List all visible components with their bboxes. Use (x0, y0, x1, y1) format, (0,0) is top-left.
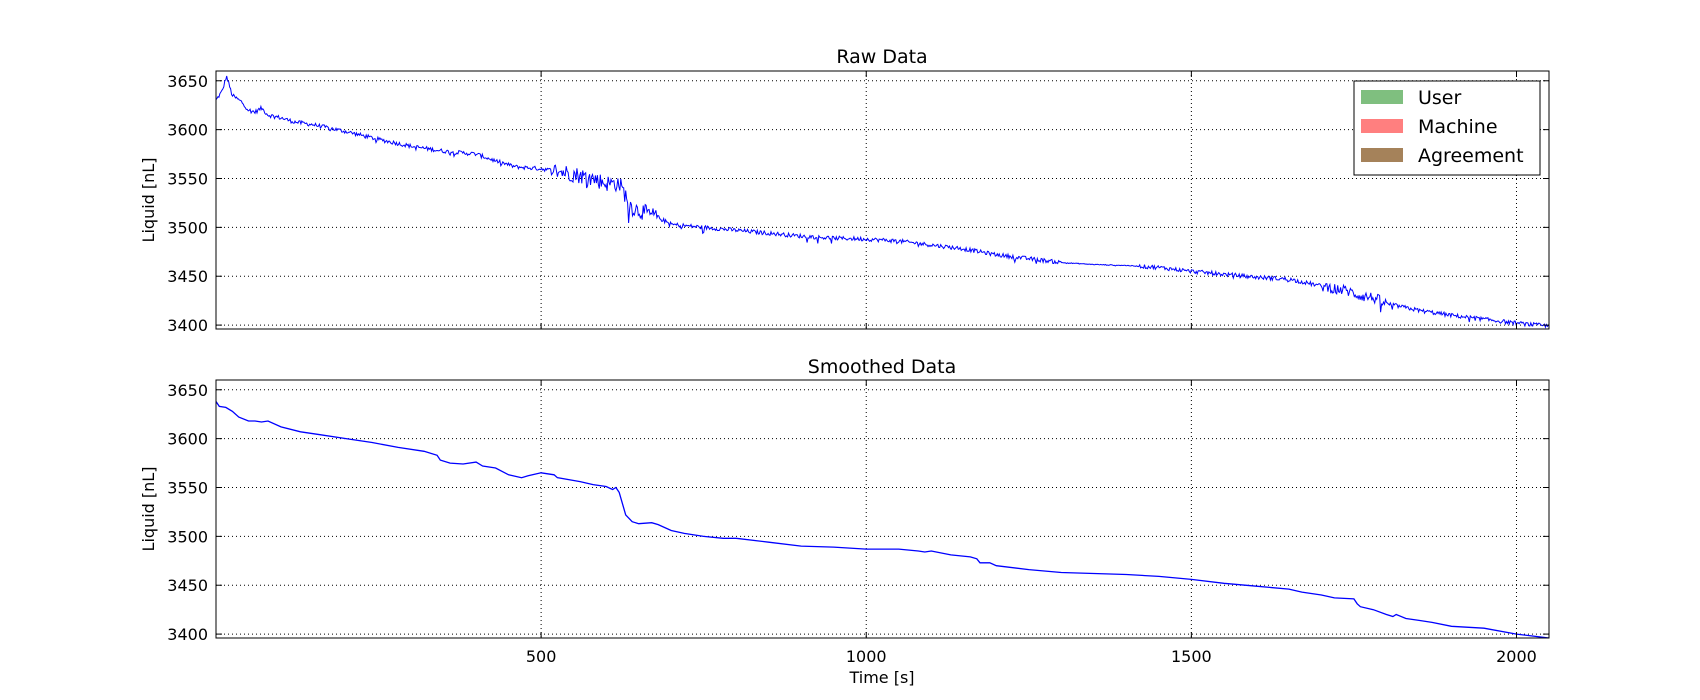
smoothed-data-y-ticks: 3400 3450 3500 3550 3600 3650 (167, 381, 1549, 644)
smoothed-data-panel: Smoothed Data 3400 3450 3500 3550 3600 3650 5… (139, 356, 1550, 687)
y-tick-label: 3600 (167, 430, 208, 449)
raw-data-y-axis-label: Liquid [nL] (139, 158, 158, 243)
x-axis-label: Time [s] (848, 668, 914, 687)
raw-data-panel: Raw Data 3400 3450 3500 3550 3600 3650 Liquid… (139, 46, 1550, 335)
raw-data-title: Raw Data (836, 46, 927, 68)
smoothed-data-series-line (216, 401, 1549, 638)
x-tick-label: 500 (526, 647, 557, 666)
x-tick-label: 1500 (1171, 647, 1212, 666)
legend-label-machine: Machine (1418, 116, 1498, 138)
smoothed-data-y-axis-label: Liquid [nL] (139, 467, 158, 552)
legend-label-user: User (1418, 87, 1461, 109)
y-tick-label: 3550 (167, 170, 208, 189)
smoothed-data-grid (216, 380, 1549, 638)
raw-data-series-line (216, 75, 1549, 329)
legend: User Machine Agreement (1353, 80, 1541, 176)
y-tick-label: 3450 (167, 267, 208, 286)
smoothed-data-x-ticks: 500 1000 1500 2000 (526, 380, 1537, 666)
y-tick-label: 3550 (167, 479, 208, 498)
raw-data-y-ticks: 3400 3450 3500 3550 3600 3650 (167, 72, 1549, 335)
smoothed-data-plot-frame (215, 379, 1550, 639)
y-tick-label: 3650 (167, 72, 208, 91)
raw-data-x-ticks (540, 71, 1517, 329)
raw-data-plot-frame (215, 70, 1550, 330)
x-tick-label: 1000 (846, 647, 887, 666)
smoothed-data-title: Smoothed Data (808, 356, 956, 378)
y-tick-label: 3400 (167, 316, 208, 335)
legend-swatch-agreement (1361, 148, 1403, 162)
y-tick-label: 3650 (167, 381, 208, 400)
y-tick-label: 3600 (167, 121, 208, 140)
y-tick-label: 3500 (167, 527, 208, 546)
legend-swatch-user (1361, 90, 1403, 104)
raw-data-grid (216, 71, 1549, 329)
y-tick-label: 3400 (167, 625, 208, 644)
y-tick-label: 3500 (167, 218, 208, 237)
legend-label-agreement: Agreement (1418, 145, 1524, 167)
x-tick-label: 2000 (1496, 647, 1537, 666)
y-tick-label: 3450 (167, 576, 208, 595)
legend-swatch-machine (1361, 119, 1403, 133)
